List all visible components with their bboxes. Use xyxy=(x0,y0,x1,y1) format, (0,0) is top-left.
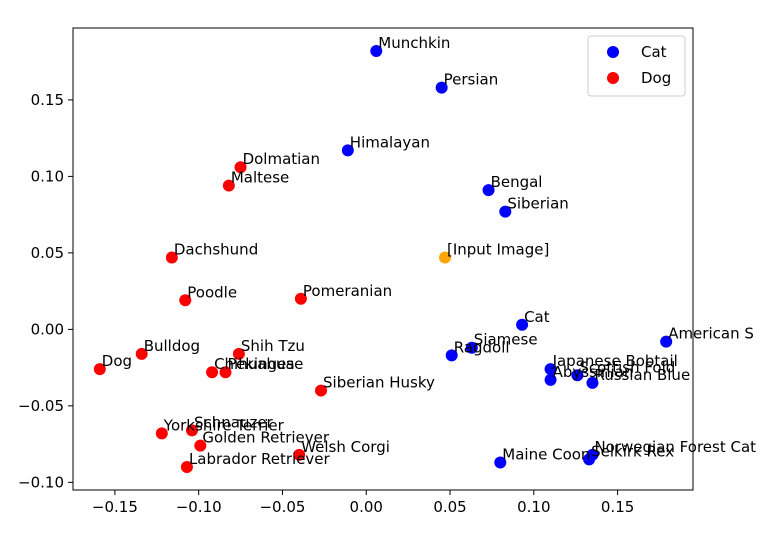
point-maltese xyxy=(222,179,235,192)
point-japanese-bobtail xyxy=(544,363,557,376)
point-dachshund xyxy=(165,251,178,264)
point-label-welsh-corgi: Welsh Corgi xyxy=(301,438,390,456)
point-label-pomeranian: Pomeranian xyxy=(303,282,392,300)
x-tick-label: 0.00 xyxy=(350,498,383,516)
point-yorkshire-terrier xyxy=(155,427,168,440)
point-cat xyxy=(516,318,529,331)
point-label-scottish-fold: Scottish Fold xyxy=(579,358,675,376)
point-ragdoll xyxy=(445,349,458,362)
point-american-s xyxy=(660,335,673,348)
point-label-american-s: American S xyxy=(668,325,754,343)
point-persian xyxy=(435,81,448,94)
point-siberian xyxy=(499,205,512,218)
point-label-maltese: Maltese xyxy=(231,169,289,187)
point-label-golden-retriever: Golden Retriever xyxy=(202,429,330,447)
point-label-abyssinian: Abyssinian xyxy=(553,363,634,381)
point-label-persian: Persian xyxy=(444,71,499,89)
point-munchkin xyxy=(370,44,383,57)
point-labrador-retriever xyxy=(180,461,193,474)
y-tick-label: −0.05 xyxy=(18,397,64,415)
y-tick-label: 0.00 xyxy=(31,320,64,338)
point-label-ragdoll: Ragdoll xyxy=(454,338,510,356)
legend-label-dog: Dog xyxy=(641,69,671,87)
x-axis: −0.15 −0.10 −0.05 0.00 0.05 0.10 0.15 xyxy=(92,490,634,516)
legend-marker-dog xyxy=(607,72,619,84)
point-chihuahua xyxy=(206,366,219,379)
point-welsh-corgi xyxy=(293,448,306,461)
point-label-cat: Cat xyxy=(524,308,550,326)
x-tick-label: 0.10 xyxy=(517,498,550,516)
point-label-himalayan: Himalayan xyxy=(350,133,430,151)
point-siamese xyxy=(465,341,478,354)
x-tick-label: 0.15 xyxy=(601,498,634,516)
x-tick-label: −0.15 xyxy=(92,498,138,516)
legend-box xyxy=(587,35,686,97)
point-label-shih-tzu: Shih Tzu xyxy=(241,337,305,355)
point-label-russian-blue: Russian Blue xyxy=(594,366,690,384)
point-poodle xyxy=(179,294,192,307)
point-schnauzer xyxy=(185,424,198,437)
point-label-schnauzer: Schnauzer xyxy=(194,413,274,431)
point-label-bulldog: Bulldog xyxy=(144,337,200,355)
point-maine-coon xyxy=(494,456,507,469)
point-label-pekingese: Pekingese xyxy=(227,355,303,373)
point-dolmatian xyxy=(234,161,247,174)
point-himalayan xyxy=(341,144,354,157)
point-golden-retriever xyxy=(194,439,207,452)
point-pekingese xyxy=(219,366,232,379)
y-tick-label: −0.10 xyxy=(18,473,64,491)
x-tick-label: 0.05 xyxy=(433,498,466,516)
point-label-dolmatian: Dolmatian xyxy=(243,150,320,168)
y-tick-label: 0.10 xyxy=(31,167,64,185)
x-tick-label: −0.05 xyxy=(259,498,305,516)
point-label-poodle: Poodle xyxy=(187,283,237,301)
point-label-munchkin: Munchkin xyxy=(378,34,450,52)
point-pomeranian xyxy=(294,292,307,305)
legend-label-cat: Cat xyxy=(641,43,667,61)
point-label-selkirk-rex: Selkirk Rex xyxy=(591,442,674,460)
point-label-bengal: Bengal xyxy=(491,173,543,191)
points-layer xyxy=(93,44,673,474)
y-tick-label: 0.05 xyxy=(31,244,64,262)
point-label-labrador-retriever: Labrador Retriever xyxy=(189,450,331,468)
point-label-norwegian-forest-cat: Norwegian Forest Cat xyxy=(594,438,756,456)
x-tick-label: −0.10 xyxy=(176,498,222,516)
point-label-dachshund: Dachshund xyxy=(174,240,258,258)
point-bulldog xyxy=(135,347,148,360)
point-label-dog: Dog xyxy=(102,352,132,370)
point-label-siberian-husky: Siberian Husky xyxy=(323,374,435,392)
point-russian-blue xyxy=(586,376,599,389)
point-label-yorkshire-terrier: Yorkshire Terrier xyxy=(163,416,285,434)
legend-marker-cat xyxy=(607,46,619,58)
point-dog xyxy=(93,363,106,376)
point-label-siberian: Siberian xyxy=(507,195,568,213)
point-shih-tzu xyxy=(232,347,245,360)
point-input-image xyxy=(439,251,451,264)
point-bengal xyxy=(482,184,495,197)
point-siberian-husky xyxy=(315,384,327,397)
point-labels-layer: Munchkin Persian Himalayan Bengal Siberian Ca… xyxy=(102,34,756,468)
legend: Cat Dog xyxy=(587,35,686,97)
point-scottish-fold xyxy=(571,369,584,382)
y-axis: −0.10 −0.05 0.00 0.05 0.10 0.15 xyxy=(18,91,73,491)
point-abyssinian xyxy=(544,373,557,386)
point-label-chihuahua: Chihuahua xyxy=(214,355,295,373)
point-label-input-image: [Input Image] xyxy=(447,240,549,258)
point-norwegian-forest-cat xyxy=(586,448,599,461)
point-label-japanese-bobtail: Japanese Bobtail xyxy=(552,352,678,370)
point-label-maine-coon: Maine Coon xyxy=(502,445,590,463)
plot-frame xyxy=(72,27,694,491)
y-tick-label: 0.15 xyxy=(31,91,64,109)
point-label-siamese: Siamese xyxy=(474,331,538,349)
